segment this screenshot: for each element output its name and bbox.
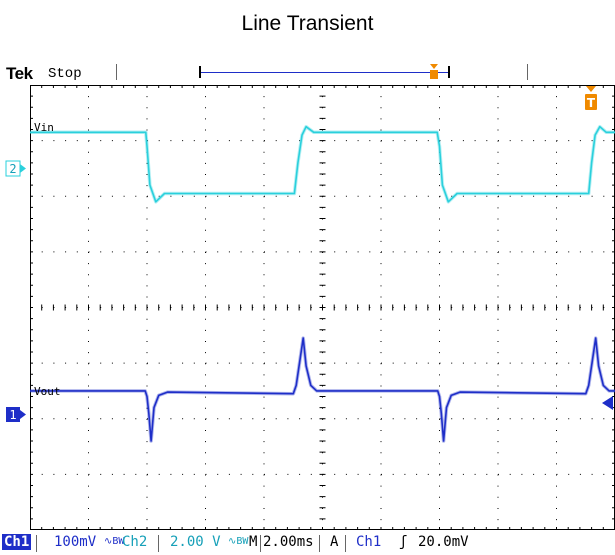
- grid: [30, 85, 615, 530]
- trigger-level: 20.0mV: [418, 534, 469, 550]
- trigger-slope-icon: ʃ: [399, 534, 408, 550]
- divider: [116, 64, 117, 80]
- status-bar: Tek Stop: [0, 62, 615, 84]
- ch1-scale: 100mV: [54, 534, 97, 550]
- trigger-position-icon: [430, 64, 438, 79]
- series-halo-vout: [30, 336, 615, 443]
- timebase-tag: M: [249, 534, 258, 550]
- ch1-ground-marker-icon: 1: [6, 407, 26, 422]
- divider: [527, 64, 528, 80]
- ch2-scale: 2.00 V: [170, 534, 221, 550]
- trigger-level-icon: [602, 396, 613, 410]
- ch1-bandwidth: ∿BW: [104, 536, 125, 547]
- settings-readout: Ch1 100mV ∿BW Ch2 2.00 V ∿BW M 2.00ms A …: [0, 532, 615, 555]
- waveform-graticule: [30, 85, 615, 530]
- page-title: Line Transient: [241, 12, 374, 35]
- record-length-bar: [199, 66, 450, 78]
- ch2-marker-label: 2: [9, 162, 16, 176]
- ch2-bandwidth: ∿BW: [228, 536, 249, 547]
- trigger-marker-icon: T: [585, 86, 597, 110]
- trigger-source: Ch1: [356, 534, 382, 550]
- oscilloscope-display: Tek Stop Vin Vout 2 1 T Ch1 100mV: [0, 62, 615, 555]
- trigger-mode: A: [330, 534, 339, 550]
- ch2-tag: Ch2: [122, 534, 148, 550]
- acquisition-state: Stop: [48, 66, 82, 82]
- trigger-marker-label: T: [587, 96, 596, 110]
- brand-logo: Tek: [6, 64, 33, 83]
- series-line-vin: [30, 125, 615, 203]
- ch2-ground-marker-icon: 2: [5, 160, 26, 177]
- ch1-tag: Ch1: [2, 534, 32, 550]
- ch1-marker-label: 1: [9, 408, 16, 422]
- series-label-vin: Vin: [34, 121, 54, 134]
- series-halo-vin: [30, 124, 615, 204]
- traces: [30, 124, 615, 443]
- series-line-vout: [30, 337, 615, 442]
- timebase-value: 2.00ms: [263, 534, 314, 550]
- series-label-vout: Vout: [34, 385, 61, 398]
